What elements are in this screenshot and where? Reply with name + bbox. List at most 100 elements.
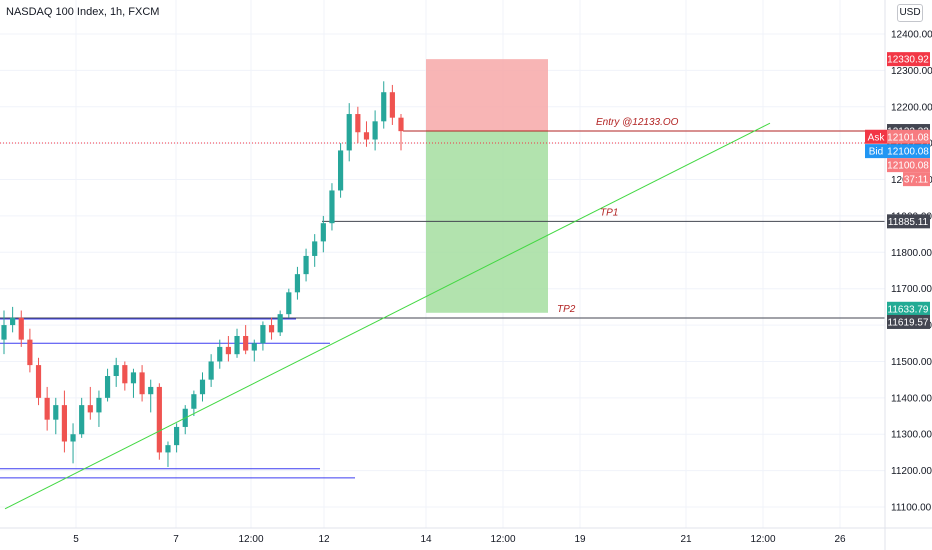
candle-body xyxy=(277,314,283,333)
price-label-bg xyxy=(887,52,930,67)
x-tick-label: 26 xyxy=(834,534,846,545)
candle-body xyxy=(122,365,128,384)
x-tick-label: 5 xyxy=(73,534,79,545)
price-label: 11885.11 xyxy=(888,217,929,228)
candle-body xyxy=(363,132,370,140)
symbol-title: NASDAQ 100 Index, 1h, FXCM xyxy=(6,6,160,18)
y-tick-label: 11500.00 xyxy=(891,357,932,368)
candle-body xyxy=(217,346,223,362)
candle-body xyxy=(130,372,137,384)
y-tick-label: 12400.00 xyxy=(891,30,932,41)
candle-body xyxy=(18,317,24,340)
y-tick-label: 11200.00 xyxy=(891,466,932,477)
candle-body xyxy=(337,150,344,191)
candle-body xyxy=(286,292,292,315)
y-tick-label: 11400.00 xyxy=(891,393,932,404)
y-tick-label: 11700.00 xyxy=(891,284,932,295)
y-tick-label: 12200.00 xyxy=(891,102,932,113)
x-tick-label: 12:00 xyxy=(490,534,515,545)
candle-body xyxy=(225,346,231,355)
candle-body xyxy=(346,114,352,151)
candle-body xyxy=(320,223,326,242)
candle-body xyxy=(312,241,318,256)
y-tick-label: 11300.00 xyxy=(891,430,932,441)
price-tag-bid xyxy=(865,144,887,159)
x-tick-label: 12:00 xyxy=(238,534,263,545)
candle-body xyxy=(234,335,240,355)
price-label: 12100.08 xyxy=(887,161,929,172)
position-zones xyxy=(426,59,548,313)
candle-body xyxy=(208,361,214,380)
stop-loss-zone xyxy=(426,59,548,132)
currency-button[interactable]: USD xyxy=(897,4,923,22)
candle-body xyxy=(294,274,301,293)
candle-body xyxy=(53,405,59,420)
candle-body xyxy=(87,405,93,413)
candle-body xyxy=(381,92,387,122)
candle-body xyxy=(27,339,33,366)
candle-body xyxy=(70,434,76,442)
price-tag-text: Ask xyxy=(868,132,886,143)
candle-body xyxy=(104,376,111,398)
candle-body xyxy=(44,397,50,420)
price-label: 12100.08 xyxy=(887,147,929,158)
candle-body xyxy=(199,379,206,395)
price-label: 12101.08 xyxy=(887,132,929,143)
candle-body xyxy=(243,335,249,351)
y-tick-label: 11800.00 xyxy=(891,248,932,259)
tp2-label: TP2 xyxy=(557,304,576,315)
price-label-bg xyxy=(887,314,930,329)
candles xyxy=(1,81,404,467)
candle-body xyxy=(113,365,119,377)
price-tag-ask xyxy=(865,129,887,144)
candle-body xyxy=(268,325,275,333)
candle-body xyxy=(355,114,361,133)
candle-body xyxy=(260,325,266,344)
candle-body xyxy=(398,117,404,132)
candle-body xyxy=(389,92,395,118)
candle-body xyxy=(251,343,257,351)
candle-body xyxy=(35,365,42,398)
price-label: 11633.79 xyxy=(888,304,929,315)
take-profit-zone xyxy=(426,131,548,313)
x-tick-label: 12:00 xyxy=(750,534,775,545)
price-label-bg xyxy=(887,301,930,316)
x-tick-label: 12 xyxy=(318,534,330,545)
candle-body xyxy=(165,445,171,453)
candle-body xyxy=(1,325,7,340)
level-lines xyxy=(0,130,885,479)
overlays xyxy=(4,122,771,510)
candle-body xyxy=(174,426,180,446)
time-axis: 5 7 12:00 12 14 12:00 19 21 12:00 26 xyxy=(73,534,846,545)
candle-body xyxy=(79,405,85,435)
price-label: 37:11 xyxy=(904,175,929,186)
x-tick-label: 21 xyxy=(680,534,692,545)
candle-body xyxy=(139,372,145,395)
trendline xyxy=(4,122,771,510)
candle-body xyxy=(10,317,16,326)
price-label-bg xyxy=(887,158,930,173)
price-tag-text: Bid xyxy=(869,147,883,158)
candle-body xyxy=(61,405,68,442)
x-tick-label: 7 xyxy=(173,534,179,545)
candle-body xyxy=(148,386,154,395)
candle-body xyxy=(191,394,197,409)
price-label-bg xyxy=(903,172,930,187)
price-label-bg xyxy=(887,144,930,159)
x-tick-label: 14 xyxy=(420,534,432,545)
y-tick-label: 12300.00 xyxy=(891,66,932,77)
tp1-label: TP1 xyxy=(600,207,618,218)
candle-body xyxy=(329,190,335,224)
candle-body xyxy=(96,397,102,413)
price-label: 11619.57 xyxy=(888,317,929,328)
candle-body xyxy=(303,255,309,275)
x-tick-label: 19 xyxy=(574,534,586,545)
price-label-bg xyxy=(887,129,930,144)
entry-label: Entry @12133.OO xyxy=(596,117,679,128)
price-label-bg xyxy=(887,214,930,229)
candle-body xyxy=(156,386,162,453)
price-label: 12330.92 xyxy=(887,55,929,66)
candle-body xyxy=(372,121,378,140)
price-axis: 11100.00 11200.00 11300.00 11400.00 11500.00… xyxy=(865,30,932,514)
